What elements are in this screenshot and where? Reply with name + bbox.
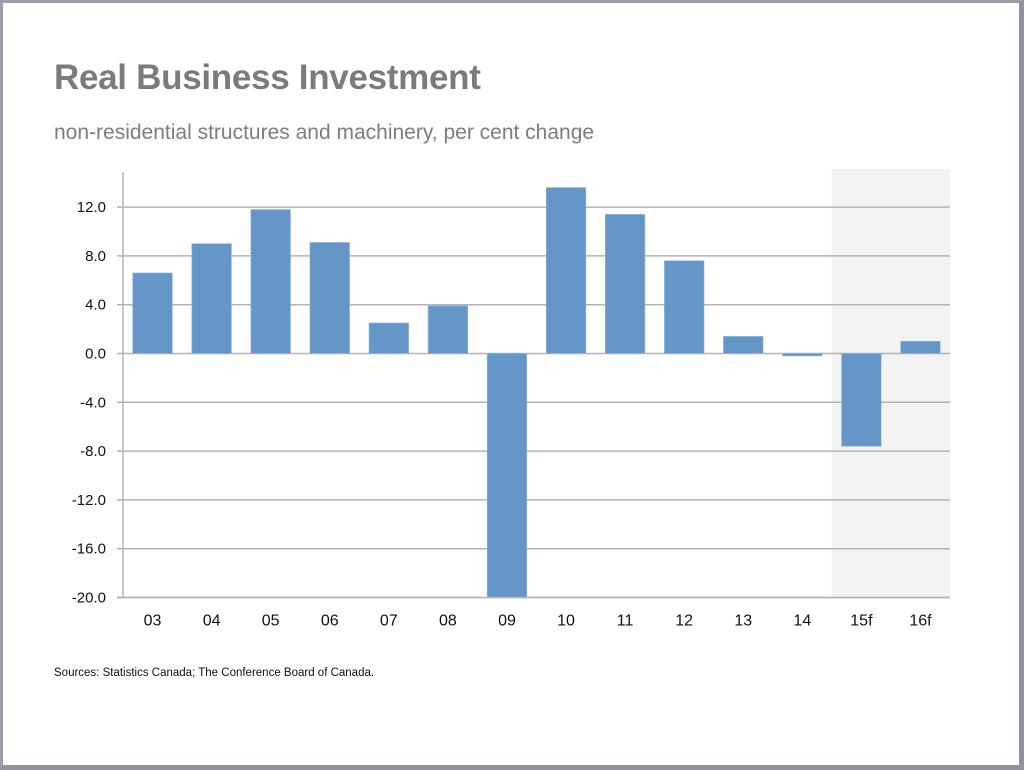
y-tick-label: 0.0 (85, 346, 106, 363)
x-tick-label: 12 (675, 613, 693, 630)
y-tick-label: 4.0 (85, 297, 106, 314)
x-tick-label: 08 (439, 613, 457, 630)
x-tick-label: 15f (850, 613, 873, 630)
source-note: Sources: Statistics Canada; The Conferen… (54, 667, 375, 679)
x-tick-label: 07 (380, 613, 398, 630)
bar-05 (250, 209, 291, 354)
bar-08 (427, 305, 468, 354)
chart-subtitle: non-residential structures and machinery… (54, 121, 595, 144)
chart-title: Real Business Investment (54, 58, 481, 97)
y-tick-label: -12.0 (72, 492, 106, 509)
bar-04 (191, 243, 232, 354)
y-tick-label: 12.0 (77, 199, 106, 216)
x-tick-label: 09 (498, 613, 516, 630)
x-tick-label: 11 (617, 613, 634, 630)
y-tick-label: -20.0 (72, 590, 106, 607)
y-tick-label: -16.0 (72, 541, 106, 558)
bar-14 (782, 353, 823, 357)
x-tick-label: 04 (203, 613, 221, 630)
y-tick-label: 8.0 (85, 248, 106, 265)
bar-07 (368, 322, 409, 354)
x-tick-label: 10 (557, 613, 575, 630)
y-tick-label: -4.0 (80, 394, 106, 411)
bar-13 (723, 336, 764, 354)
x-tick-label: 13 (734, 613, 752, 630)
bar-03 (132, 272, 173, 354)
x-tick-label: 05 (262, 613, 280, 630)
bar-10 (545, 187, 587, 354)
bar-15f (841, 353, 882, 447)
bar-09 (486, 353, 528, 598)
bar-11 (605, 214, 646, 354)
x-tick-label: 06 (321, 613, 339, 630)
bar-16f (900, 340, 941, 354)
bar-06 (309, 242, 350, 354)
x-tick-label: 03 (144, 613, 162, 630)
y-tick-label: -8.0 (80, 443, 106, 460)
x-tick-label: 16f (909, 613, 932, 630)
bar-12 (664, 260, 705, 354)
x-tick-label: 14 (793, 613, 811, 630)
